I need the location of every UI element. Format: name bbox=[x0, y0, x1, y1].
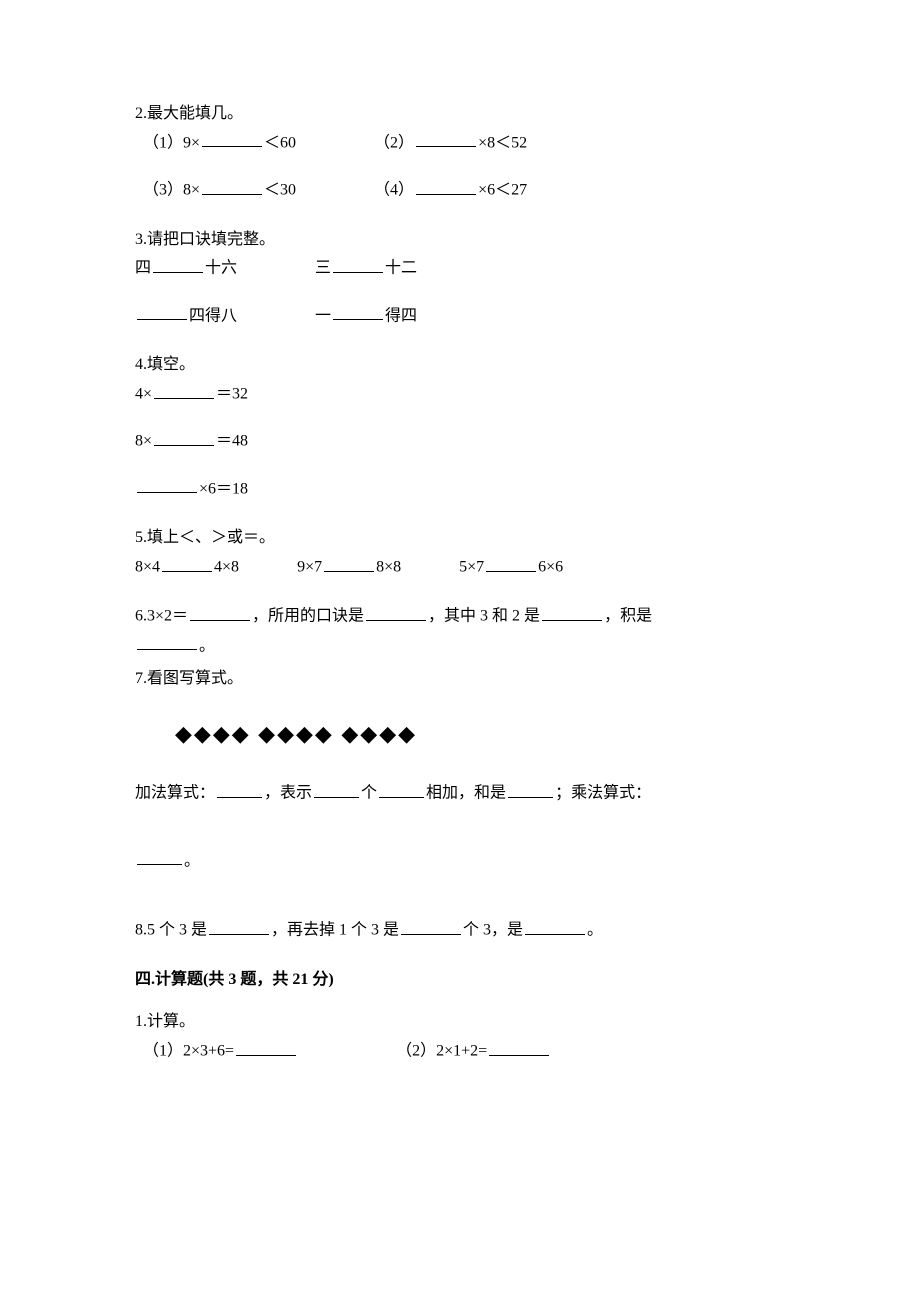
q5-a-blank[interactable] bbox=[162, 553, 212, 572]
q8-blank-3[interactable] bbox=[525, 916, 585, 935]
q2-item-3-blank[interactable] bbox=[202, 176, 262, 195]
s4-q1-item-2-left: （2）2×1+2= bbox=[396, 1043, 487, 1060]
question-3: 3.请把口诀填完整。 四 十六 三 十二 四得八 一 得四 bbox=[135, 226, 785, 332]
q7-diamond-figure: ◆◆◆◆ ◆◆◆◆ ◆◆◆◆ bbox=[135, 708, 785, 760]
q7-title: 7.看图写算式。 bbox=[135, 665, 785, 694]
q5-b-right: 8×8 bbox=[376, 559, 401, 576]
s4-q1-item-2-blank[interactable] bbox=[489, 1037, 549, 1056]
q7-l1-b: ，表示 bbox=[264, 785, 312, 802]
q6-blank-4[interactable] bbox=[137, 632, 197, 651]
q6-seg2: ，其中 3 和 2 是 bbox=[428, 608, 540, 625]
q3-row-1: 四 十六 三 十二 bbox=[135, 254, 785, 283]
q2-item-4-left: （4） bbox=[374, 182, 414, 199]
question-5: 5.填上＜、＞或＝。 8×4 4×8 9×7 8×8 5×7 6×6 bbox=[135, 524, 785, 582]
q6-blank-3[interactable] bbox=[542, 602, 602, 621]
q5-c-blank[interactable] bbox=[486, 553, 536, 572]
q3-r1a-pre: 四 bbox=[135, 260, 151, 277]
s4-q1-row: （1）2×3+6= （2）2×1+2= bbox=[135, 1037, 785, 1066]
question-7: 7.看图写算式。 ◆◆◆◆ ◆◆◆◆ ◆◆◆◆ 加法算式： ，表示 个 相加，和是 ；乘… bbox=[135, 665, 785, 876]
q7-line-1: 加法算式： ，表示 个 相加，和是 ；乘法算式： bbox=[135, 779, 785, 808]
q4-l1-pre: 4× bbox=[135, 386, 152, 403]
q4-l1-post: ＝32 bbox=[216, 386, 248, 403]
q2-row-2: （3）8× ＜30 （4） ×6＜27 bbox=[135, 176, 785, 205]
q3-r1b-pre: 三 bbox=[315, 260, 331, 277]
q4-l1-blank[interactable] bbox=[154, 380, 214, 399]
q7-blank-4[interactable] bbox=[508, 779, 553, 798]
q2-row-1: （1）9× ＜60 （2） ×8＜52 bbox=[135, 129, 785, 158]
q5-a-left: 8×4 bbox=[135, 559, 160, 576]
q2-item-2-left: （2） bbox=[374, 134, 414, 151]
q3-row-2: 四得八 一 得四 bbox=[135, 302, 785, 331]
q3-title: 3.请把口诀填完整。 bbox=[135, 226, 785, 255]
q4-l3-post: ×6＝18 bbox=[199, 480, 248, 497]
q4-title: 4.填空。 bbox=[135, 351, 785, 380]
q3-r1a-post: 十六 bbox=[205, 260, 237, 277]
q4-l2-pre: 8× bbox=[135, 433, 152, 450]
q8-seg1: ，再去掉 1 个 3 是 bbox=[271, 922, 399, 939]
question-6: 6.3×2＝ ，所用的口诀是 ，其中 3 和 2 是 ，积是 。 bbox=[135, 602, 785, 661]
q7-l1-d: 相加，和是 bbox=[426, 785, 506, 802]
q8-seg2: 个 3，是 bbox=[463, 922, 523, 939]
s4-q1-item-1-left: （1）2×3+6= bbox=[143, 1043, 234, 1060]
q2-item-3-right: ＜30 bbox=[264, 182, 296, 199]
q5-c-left: 5×7 bbox=[459, 559, 484, 576]
q6-seg3: ，积是 bbox=[604, 608, 652, 625]
q6-prefix: 6.3×2＝ bbox=[135, 608, 188, 625]
q4-line-3: ×6＝18 bbox=[135, 475, 785, 504]
q2-title: 2.最大能填几。 bbox=[135, 100, 785, 129]
q4-line-1: 4× ＝32 bbox=[135, 380, 785, 409]
q5-c-right: 6×6 bbox=[538, 559, 563, 576]
q3-r1a-blank[interactable] bbox=[153, 254, 203, 273]
q3-r2a-post: 四得八 bbox=[189, 307, 237, 324]
q5-b-blank[interactable] bbox=[324, 553, 374, 572]
q7-blank-3[interactable] bbox=[379, 779, 424, 798]
s4-q1-item-1-blank[interactable] bbox=[236, 1037, 296, 1056]
section4-q1: 1.计算。 （1）2×3+6= （2）2×1+2= bbox=[135, 1008, 785, 1066]
section-4-title: 四.计算题(共 3 题，共 21 分) bbox=[135, 966, 785, 995]
q2-item-4-right: ×6＜27 bbox=[478, 182, 527, 199]
q5-row: 8×4 4×8 9×7 8×8 5×7 6×6 bbox=[135, 553, 785, 582]
question-2: 2.最大能填几。 （1）9× ＜60 （2） ×8＜52 （3）8× ＜30 （4） ×… bbox=[135, 100, 785, 206]
q8-blank-2[interactable] bbox=[401, 916, 461, 935]
q2-item-1-blank[interactable] bbox=[202, 129, 262, 148]
q2-item-3-left: （3）8× bbox=[143, 182, 200, 199]
q7-end: 。 bbox=[184, 852, 200, 869]
q7-blank-1[interactable] bbox=[217, 779, 262, 798]
q8-end: 。 bbox=[587, 922, 603, 939]
q3-r1b-post: 十二 bbox=[385, 260, 417, 277]
q4-l3-blank[interactable] bbox=[137, 475, 197, 494]
q2-item-1-left: （1）9× bbox=[143, 134, 200, 151]
q2-item-2-right: ×8＜52 bbox=[478, 134, 527, 151]
q2-item-2-blank[interactable] bbox=[416, 129, 476, 148]
q8-blank-1[interactable] bbox=[209, 916, 269, 935]
q7-line-2: 。 bbox=[135, 847, 785, 876]
q4-line-2: 8× ＝48 bbox=[135, 427, 785, 456]
q7-l1-e: ；乘法算式： bbox=[555, 785, 651, 802]
q6-seg1: ，所用的口诀是 bbox=[252, 608, 364, 625]
q7-blank-5[interactable] bbox=[137, 847, 182, 866]
q5-a-right: 4×8 bbox=[214, 559, 239, 576]
q3-r2b-blank[interactable] bbox=[333, 302, 383, 321]
q3-r1b-blank[interactable] bbox=[333, 254, 383, 273]
q5-title: 5.填上＜、＞或＝。 bbox=[135, 524, 785, 553]
q3-r2a-blank[interactable] bbox=[137, 302, 187, 321]
q7-l1-a: 加法算式： bbox=[135, 785, 215, 802]
q7-l1-c: 个 bbox=[361, 785, 377, 802]
q4-l2-post: ＝48 bbox=[216, 433, 248, 450]
q6-blank-2[interactable] bbox=[366, 602, 426, 621]
worksheet-page: 2.最大能填几。 （1）9× ＜60 （2） ×8＜52 （3）8× ＜30 （4） ×… bbox=[0, 0, 920, 1167]
q2-item-1-right: ＜60 bbox=[264, 134, 296, 151]
q2-item-4-blank[interactable] bbox=[416, 176, 476, 195]
q3-r2b-post: 得四 bbox=[385, 307, 417, 324]
question-8: 8.5 个 3 是 ，再去掉 1 个 3 是 个 3，是 。 bbox=[135, 916, 785, 945]
q6-blank-1[interactable] bbox=[190, 602, 250, 621]
question-4: 4.填空。 4× ＝32 8× ＝48 ×6＝18 bbox=[135, 351, 785, 504]
q3-r2b-pre: 一 bbox=[315, 307, 331, 324]
q5-b-left: 9×7 bbox=[297, 559, 322, 576]
s4-q1-title: 1.计算。 bbox=[135, 1008, 785, 1037]
q6-end: 。 bbox=[199, 637, 215, 654]
q8-prefix: 8.5 个 3 是 bbox=[135, 922, 207, 939]
q4-l2-blank[interactable] bbox=[154, 427, 214, 446]
q7-blank-2[interactable] bbox=[314, 779, 359, 798]
